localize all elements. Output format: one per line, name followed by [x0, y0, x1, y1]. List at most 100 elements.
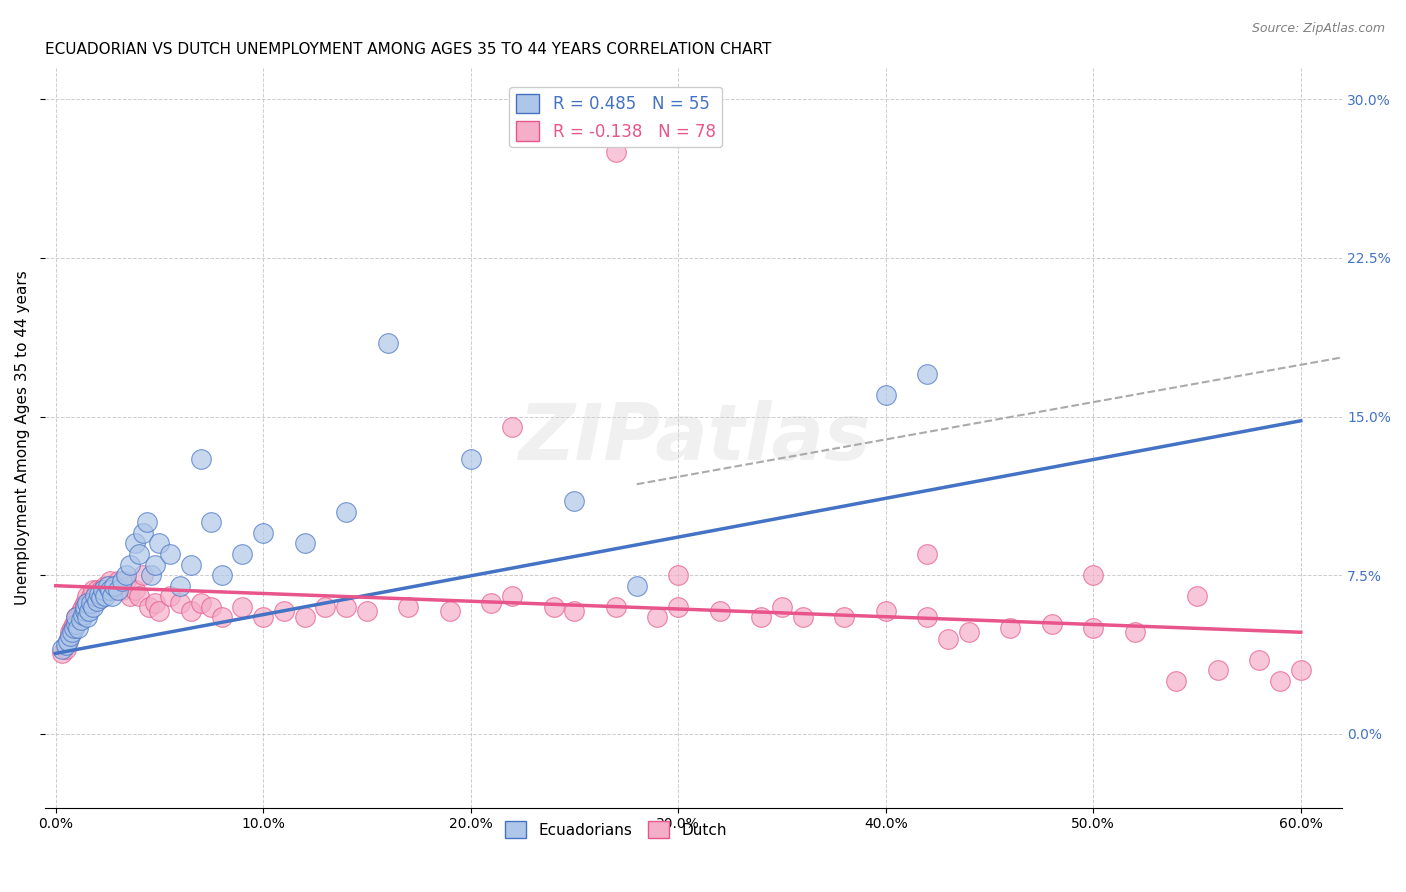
- Point: [169, 579, 191, 593]
- Point: [80, 589, 103, 603]
- Text: ZIPatlas: ZIPatlas: [517, 400, 870, 475]
- Point: [69, 604, 91, 618]
- Point: [143, 596, 166, 610]
- Point: [957, 625, 980, 640]
- Point: [60, 621, 83, 635]
- Point: [86, 593, 108, 607]
- Point: [915, 547, 938, 561]
- Point: [481, 596, 503, 610]
- Point: [1123, 625, 1146, 640]
- Point: [439, 604, 461, 618]
- Point: [63, 621, 86, 635]
- Point: [294, 536, 316, 550]
- Point: [94, 589, 117, 603]
- Point: [231, 599, 253, 614]
- Point: [72, 608, 94, 623]
- Point: [1040, 616, 1063, 631]
- Point: [377, 335, 399, 350]
- Point: [94, 579, 117, 593]
- Point: [138, 599, 160, 614]
- Point: [666, 599, 689, 614]
- Point: [55, 642, 77, 657]
- Point: [120, 589, 142, 603]
- Point: [115, 568, 138, 582]
- Point: [211, 568, 233, 582]
- Point: [73, 599, 96, 614]
- Point: [82, 599, 104, 614]
- Point: [231, 547, 253, 561]
- Point: [792, 610, 814, 624]
- Text: ECUADORIAN VS DUTCH UNEMPLOYMENT AMONG AGES 35 TO 44 YEARS CORRELATION CHART: ECUADORIAN VS DUTCH UNEMPLOYMENT AMONG A…: [45, 42, 772, 57]
- Point: [51, 646, 73, 660]
- Point: [132, 568, 155, 582]
- Point: [84, 591, 107, 606]
- Point: [159, 547, 181, 561]
- Point: [65, 610, 87, 624]
- Point: [56, 633, 79, 648]
- Point: [82, 582, 104, 597]
- Point: [107, 582, 129, 597]
- Legend: Ecuadorians, Dutch: Ecuadorians, Dutch: [499, 814, 733, 845]
- Point: [564, 604, 586, 618]
- Point: [180, 604, 202, 618]
- Point: [159, 589, 181, 603]
- Point: [200, 599, 222, 614]
- Point: [180, 558, 202, 572]
- Point: [76, 596, 98, 610]
- Point: [501, 589, 523, 603]
- Point: [77, 604, 100, 618]
- Point: [90, 591, 112, 606]
- Point: [605, 599, 627, 614]
- Point: [98, 582, 121, 597]
- Text: Source: ZipAtlas.com: Source: ZipAtlas.com: [1251, 22, 1385, 36]
- Point: [136, 516, 159, 530]
- Point: [98, 574, 121, 589]
- Point: [67, 610, 90, 624]
- Point: [936, 632, 959, 646]
- Point: [56, 633, 79, 648]
- Point: [103, 582, 125, 597]
- Point: [1289, 663, 1312, 677]
- Point: [396, 599, 419, 614]
- Point: [67, 621, 90, 635]
- Point: [107, 574, 129, 589]
- Point: [647, 610, 669, 624]
- Point: [190, 451, 212, 466]
- Point: [72, 599, 94, 614]
- Point: [1083, 568, 1105, 582]
- Point: [73, 604, 96, 618]
- Point: [65, 616, 87, 631]
- Point: [1000, 621, 1022, 635]
- Point: [89, 587, 111, 601]
- Point: [100, 589, 122, 603]
- Point: [1249, 653, 1271, 667]
- Point: [1206, 663, 1229, 677]
- Point: [915, 610, 938, 624]
- Point: [76, 589, 98, 603]
- Point: [120, 558, 142, 572]
- Point: [335, 599, 357, 614]
- Point: [460, 451, 482, 466]
- Point: [148, 536, 170, 550]
- Point: [832, 610, 855, 624]
- Point: [1166, 673, 1188, 688]
- Point: [86, 582, 108, 597]
- Point: [626, 579, 648, 593]
- Point: [111, 582, 134, 597]
- Point: [77, 596, 100, 610]
- Point: [564, 494, 586, 508]
- Point: [132, 525, 155, 540]
- Point: [335, 505, 357, 519]
- Point: [770, 599, 793, 614]
- Point: [148, 604, 170, 618]
- Point: [875, 604, 897, 618]
- Point: [501, 420, 523, 434]
- Point: [90, 582, 112, 597]
- Point: [93, 582, 115, 597]
- Point: [124, 536, 146, 550]
- Point: [273, 604, 295, 618]
- Point: [1083, 621, 1105, 635]
- Point: [1268, 673, 1291, 688]
- Point: [749, 610, 772, 624]
- Point: [80, 596, 103, 610]
